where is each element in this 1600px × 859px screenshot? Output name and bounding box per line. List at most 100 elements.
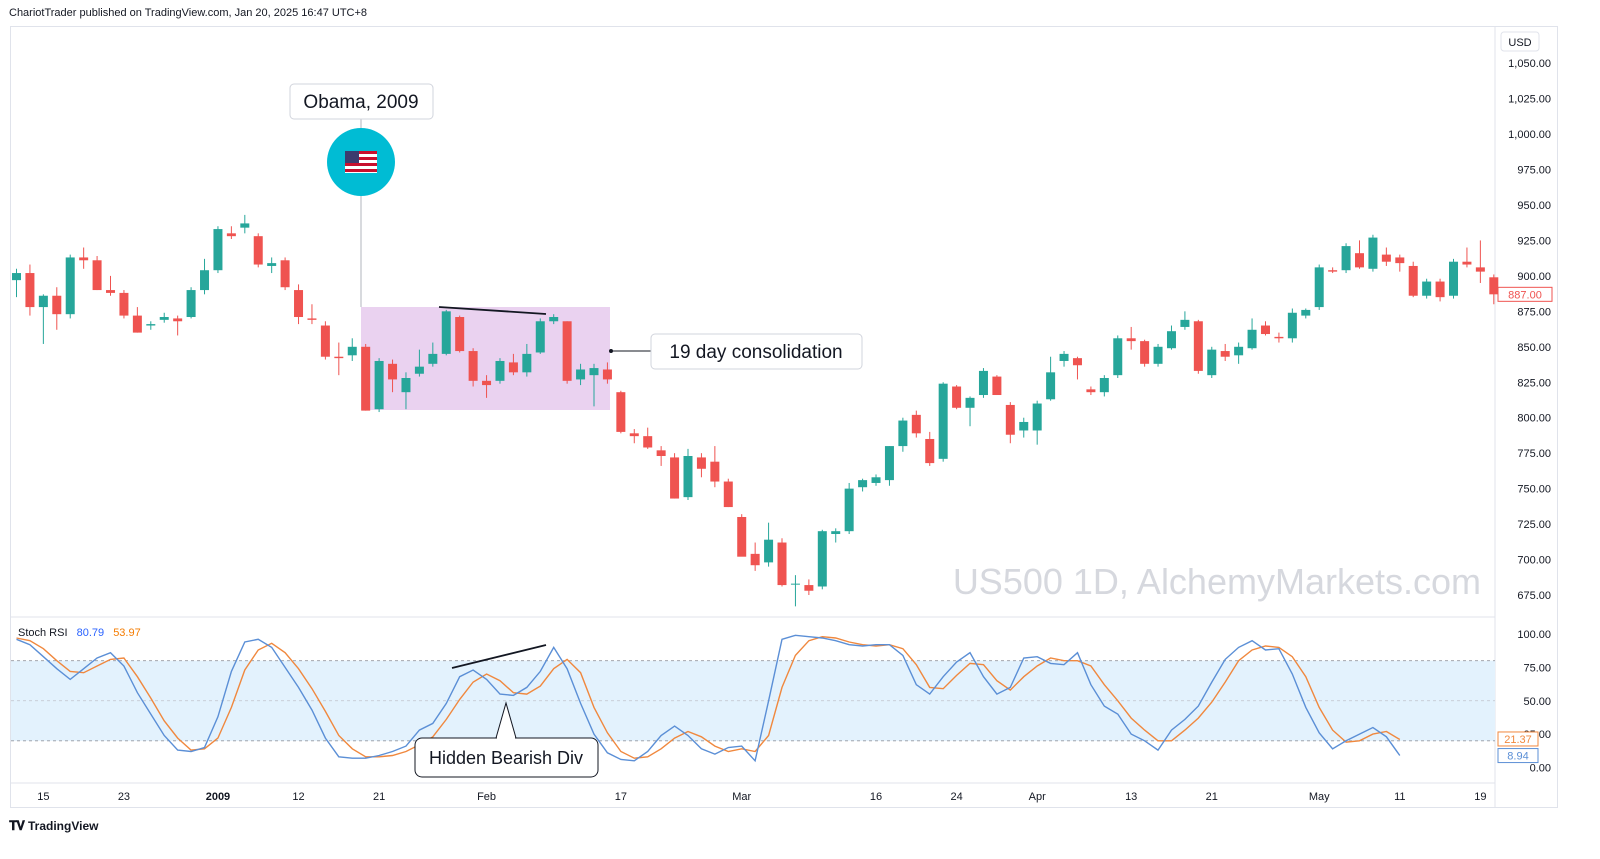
candle-body (52, 295, 62, 315)
candle-body (696, 457, 706, 469)
currency-label[interactable]: USD (1500, 31, 1540, 52)
candle-body (253, 236, 263, 265)
candle-body (482, 380, 492, 386)
candle-body (1341, 246, 1351, 271)
candle (522, 343, 532, 377)
candle (965, 396, 975, 427)
watermark: US500 1D, AlchemyMarkets.com (953, 561, 1481, 602)
tradingview-brand: TradingView (28, 819, 99, 833)
candle (710, 446, 720, 488)
stoch-k-line (16, 634, 1401, 763)
candle-body (1260, 325, 1270, 335)
chart-svg[interactable]: US500 1D, AlchemyMarkets.com Obama, 2009… (11, 27, 1557, 807)
price-tick: 750.00 (1517, 484, 1551, 496)
candle (1032, 400, 1042, 445)
time-tick: 24 (950, 791, 962, 803)
stoch-d-line (16, 635, 1401, 759)
candle-body (1005, 404, 1015, 435)
candle-body (1099, 378, 1109, 393)
candle (1287, 308, 1297, 343)
indicator-k-last-label: 8.94 (1497, 748, 1539, 764)
candle-body (1395, 257, 1405, 264)
candle-body (992, 376, 1002, 396)
price-tick: 1,025.00 (1508, 94, 1551, 106)
candle (616, 390, 626, 434)
price-tick: 1,000.00 (1508, 129, 1551, 141)
time-axis[interactable]: 15 23 2009 12 21 Feb 17 Mar 16 24 Apr 13 21 May 11 19 (37, 791, 1486, 803)
candle (106, 275, 116, 296)
candle-body (1314, 267, 1324, 308)
candle (777, 538, 787, 587)
candle-body (1301, 309, 1311, 316)
divergence-label: Hidden Bearish Div (429, 748, 583, 768)
us-flag-icon (345, 151, 377, 173)
price-tick: 1,050.00 (1508, 58, 1551, 70)
price-axis[interactable]: 675.00 700.00 725.00 750.00 775.00 800.00 825.… (1508, 58, 1551, 602)
candle (1180, 311, 1190, 330)
candle-body (1086, 389, 1096, 393)
candle (253, 233, 263, 268)
price-tick: 850.00 (1517, 342, 1551, 354)
indicator-tick: 100.00 (1517, 629, 1551, 641)
candle (1408, 261, 1418, 298)
candle-body (495, 360, 505, 381)
price-tick: 775.00 (1517, 448, 1551, 460)
candle (25, 264, 35, 316)
price-tick: 675.00 (1517, 590, 1551, 602)
candle-body (1328, 270, 1338, 272)
candle-body (790, 583, 800, 585)
candle (670, 453, 680, 499)
candle-body (1287, 312, 1297, 339)
candle-body (38, 295, 48, 308)
candle-body (656, 450, 666, 457)
candle-body (388, 363, 398, 380)
candle (858, 478, 868, 492)
indicator-tick: 0.00 (1530, 763, 1551, 775)
candle (938, 382, 948, 462)
candle (1260, 321, 1270, 336)
tradingview-logo[interactable]: 𝐓𝐕 TradingView (9, 818, 98, 834)
chart-frame[interactable]: US500 1D, AlchemyMarkets.com Obama, 2009… (10, 26, 1558, 808)
candle-body (25, 273, 35, 308)
candle-body (361, 346, 371, 411)
candle (952, 385, 962, 410)
candle (1019, 417, 1029, 438)
consolidation-label-box (650, 333, 863, 370)
candle (401, 372, 411, 410)
candle-body (750, 553, 760, 566)
candle-body (576, 369, 586, 380)
candle-body (173, 318, 183, 322)
candle (267, 257, 277, 274)
candle-body (1422, 281, 1432, 296)
candle (911, 410, 921, 438)
candle-body (1475, 267, 1485, 272)
candle (119, 290, 129, 319)
price-tick: 875.00 (1517, 306, 1551, 318)
candle (871, 474, 881, 486)
candle-body (1046, 372, 1056, 400)
candle (1395, 254, 1405, 272)
candle (656, 446, 666, 466)
last-price-label: 887.00 (1497, 286, 1553, 302)
candle-body (911, 414, 921, 434)
candle-body (616, 392, 626, 432)
consolidation-box (361, 307, 610, 410)
price-trend-line (438, 306, 547, 315)
indicator-d-last-label: 21.37 (1497, 731, 1539, 747)
candle (482, 375, 492, 398)
event-label-box (289, 83, 434, 120)
candle (1301, 308, 1311, 319)
candle-body (952, 386, 962, 408)
candle-body (522, 353, 532, 373)
candle (200, 258, 210, 295)
candle-body (1355, 253, 1364, 268)
candle-body (1032, 403, 1042, 431)
candle (1072, 356, 1082, 380)
candle (1059, 351, 1069, 367)
candle-body (455, 317, 465, 352)
consolidation-anchor (609, 349, 613, 353)
time-tick: 16 (870, 791, 882, 803)
candle (455, 315, 465, 353)
candle-body (777, 542, 787, 586)
candle (146, 321, 156, 330)
